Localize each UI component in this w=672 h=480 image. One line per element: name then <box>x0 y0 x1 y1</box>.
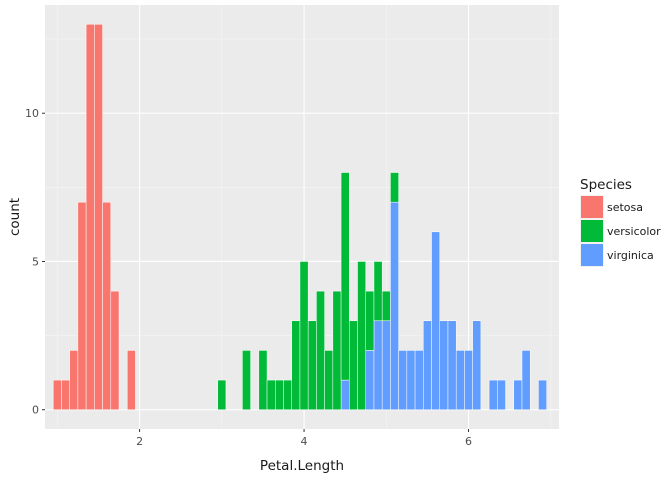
histogram-bar-virginica <box>513 379 523 410</box>
legend-label-versicolor: versicolor <box>607 225 661 238</box>
legend-label-virginica: virginica <box>607 249 654 262</box>
x-axis-tick-labels: 2 4 6 <box>136 435 472 448</box>
histogram-bar-virginica <box>423 320 432 410</box>
legend-entries: setosa versicolor virginica <box>580 195 661 267</box>
histogram-bar-versicolor <box>373 261 383 322</box>
histogram-bar-setosa <box>102 201 112 410</box>
histogram-bar-versicolor <box>316 290 325 410</box>
histogram-bar-versicolor <box>307 320 317 410</box>
histogram-bar-virginica <box>447 320 457 410</box>
histogram-bars <box>52 24 547 410</box>
histogram-bar-versicolor <box>381 290 391 322</box>
histogram-bar-virginica <box>497 379 506 410</box>
legend-label-setosa: setosa <box>607 201 643 214</box>
histogram-bar-versicolor <box>291 320 301 410</box>
histogram-bar-virginica <box>373 320 383 410</box>
x-tick-label: 6 <box>465 435 472 448</box>
histogram-bar-versicolor <box>242 350 251 410</box>
histogram-bar-versicolor <box>365 290 375 351</box>
histogram-bar-virginica <box>538 379 547 410</box>
histogram-bar-versicolor <box>349 320 358 410</box>
histogram-bar-setosa <box>61 379 70 410</box>
histogram-bar-virginica <box>406 350 416 410</box>
histogram-bar-virginica <box>472 320 482 410</box>
histogram-bar-virginica <box>398 350 408 410</box>
histogram-bar-virginica <box>464 350 473 410</box>
legend-swatch-versicolor <box>581 220 603 242</box>
histogram-bar-versicolor <box>332 290 342 410</box>
y-tick-label: 5 <box>32 255 39 268</box>
histogram-bar-setosa <box>94 24 103 410</box>
histogram-bar-setosa <box>52 379 62 410</box>
histogram-bar-virginica <box>488 379 498 410</box>
histogram-bar-virginica <box>455 350 465 410</box>
histogram-bar-virginica <box>381 320 391 410</box>
x-axis-title: Petal.Length <box>260 458 344 474</box>
histogram-bar-setosa <box>110 290 120 410</box>
histogram-bar-versicolor <box>299 261 309 410</box>
histogram-bar-versicolor <box>357 261 366 410</box>
legend-title: Species <box>580 177 632 193</box>
histogram-bar-setosa <box>126 350 136 410</box>
histogram-bar-versicolor <box>340 172 350 381</box>
histogram-bar-versicolor <box>258 350 268 410</box>
histogram-bar-virginica <box>414 350 424 410</box>
x-tick-label: 4 <box>301 435 308 448</box>
y-tick-label: 0 <box>32 404 39 417</box>
histogram-bar-virginica <box>431 231 441 410</box>
histogram-bar-setosa <box>77 201 87 410</box>
histogram-bar-versicolor <box>266 379 276 410</box>
histogram-bar-versicolor <box>283 379 292 410</box>
legend-swatch-virginica <box>581 244 603 266</box>
histogram-bar-virginica <box>439 320 449 410</box>
y-tick-label: 10 <box>25 107 39 120</box>
x-tick-label: 2 <box>136 435 143 448</box>
histogram-bar-virginica <box>390 201 399 410</box>
histogram-bar-versicolor <box>217 379 227 410</box>
axis-ticks <box>42 112 470 432</box>
histogram-bar-versicolor <box>275 379 284 410</box>
y-axis-tick-labels: 0 5 10 <box>25 107 39 417</box>
histogram-bar-versicolor <box>324 350 334 410</box>
legend-swatch-setosa <box>581 196 603 218</box>
histogram-bar-versicolor <box>390 172 399 203</box>
histogram-bar-virginica <box>365 350 375 410</box>
histogram-bar-setosa <box>85 24 95 410</box>
y-axis-title: count <box>7 198 23 236</box>
legend: Species setosa versicolor virginica <box>580 177 661 267</box>
histogram-bar-setosa <box>69 350 79 410</box>
histogram-bar-virginica <box>340 379 350 410</box>
minor-gridlines <box>45 5 559 429</box>
histogram-bar-virginica <box>521 350 531 410</box>
